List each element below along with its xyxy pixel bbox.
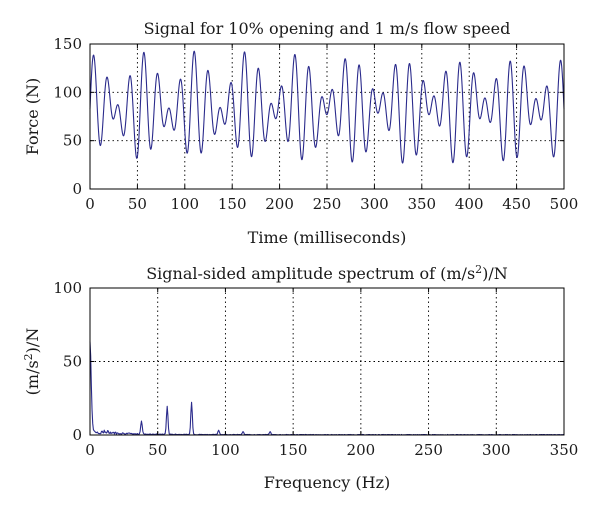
spectrum-line: [89, 341, 565, 436]
chart-title: Signal-sided amplitude spectrum of (m/s2…: [146, 263, 508, 283]
title-part: Signal-sided amplitude spectrum of (m/s: [146, 264, 475, 283]
title-superscript: 2: [475, 263, 482, 276]
y-tick-labels: 0 50 100: [53, 279, 82, 444]
x-tick-label: 0: [85, 441, 95, 459]
x-tick-label: 100: [211, 441, 240, 459]
y-tick-label: 50: [63, 353, 82, 371]
x-tick-label: 250: [414, 441, 443, 459]
x-tick-label: 250: [313, 195, 342, 213]
y-axis-label: Force (N): [23, 78, 42, 156]
y-tick-label: 0: [72, 180, 82, 198]
x-tick-label: 50: [128, 195, 147, 213]
x-tick-label: 400: [455, 195, 484, 213]
signal-line: [89, 50, 565, 164]
y-tick-labels: 0 50 100 150: [53, 35, 82, 198]
title-part: )/N: [482, 264, 508, 283]
y-tick-label: 0: [72, 426, 82, 444]
x-tick-label: 450: [502, 195, 531, 213]
plot-frame: [89, 287, 565, 436]
x-tick-label: 350: [550, 441, 579, 459]
x-tick-labels: 0 50 100 150 200 250 300 350 400 450 500: [85, 195, 578, 213]
x-tick-label: 200: [347, 441, 376, 459]
x-tick-label: 50: [148, 441, 167, 459]
x-tick-label: 150: [279, 441, 308, 459]
ylabel-part: (m/s: [23, 360, 42, 395]
x-axis-label: Frequency (Hz): [264, 473, 391, 492]
x-tick-labels: 0 50 100 150 200 250 300 350: [85, 441, 578, 459]
x-tick-label: 100: [170, 195, 199, 213]
x-tick-label: 350: [407, 195, 436, 213]
grid: [90, 44, 564, 189]
x-tick-label: 300: [360, 195, 389, 213]
x-tick-label: 200: [265, 195, 294, 213]
chart-time-signal: Signal for 10% opening and 1 m/s flow sp…: [23, 19, 578, 247]
x-tick-label: 500: [550, 195, 579, 213]
y-tick-label: 100: [53, 279, 82, 297]
y-tick-label: 150: [53, 35, 82, 53]
y-tick-label: 100: [53, 83, 82, 101]
y-tick-label: 50: [63, 132, 82, 150]
tick-marks: [89, 287, 565, 436]
grid: [90, 288, 564, 435]
chart-amplitude-spectrum: Signal-sided amplitude spectrum of (m/s2…: [22, 263, 578, 492]
ylabel-part: )/N: [23, 328, 42, 354]
y-axis-label: (m/s2)/N: [22, 328, 42, 396]
x-axis-label: Time (milliseconds): [248, 228, 407, 247]
ylabel-superscript: 2: [22, 353, 35, 360]
x-tick-label: 0: [85, 195, 95, 213]
tick-marks: [89, 43, 565, 190]
x-tick-label: 150: [218, 195, 247, 213]
x-tick-label: 300: [482, 441, 511, 459]
chart-title: Signal for 10% opening and 1 m/s flow sp…: [144, 19, 511, 38]
